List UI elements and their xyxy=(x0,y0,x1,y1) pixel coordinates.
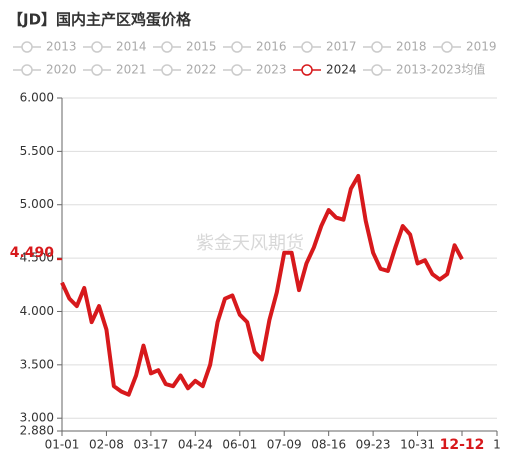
legend-label: 2013-2023均值 xyxy=(396,62,485,77)
legend-label: 2014 xyxy=(116,40,147,54)
x-tick-label: 09-23 xyxy=(356,438,391,452)
legend-label: 2020 xyxy=(46,63,77,77)
y-tick-label: 3.000 xyxy=(20,411,54,425)
legend-label: 2023 xyxy=(256,63,287,77)
series-line xyxy=(60,173,464,397)
last-value-label: 4.490 xyxy=(10,245,55,261)
x-tick-label: 07-09 xyxy=(267,438,302,452)
y-tick-label: 6.000 xyxy=(20,91,54,105)
x-tick-label: 1 xyxy=(493,438,501,452)
chart-title: 【JD】国内主产区鸡蛋价格 xyxy=(8,11,192,29)
legend-marker xyxy=(441,41,453,53)
y-tick-label: 5.000 xyxy=(20,197,54,211)
x-tick-label: 04-24 xyxy=(178,438,213,452)
legend-label: 2022 xyxy=(186,63,217,77)
y-tick-label: 2.880 xyxy=(20,424,54,438)
legend-label: 2019 xyxy=(466,40,497,54)
y-tick-label: 5.500 xyxy=(20,144,54,158)
x-tick-label: 12-12 xyxy=(440,437,485,453)
legend-label: 2016 xyxy=(256,40,287,54)
legend-marker xyxy=(161,64,173,76)
x-tick-label: 06-01 xyxy=(222,438,257,452)
legend-marker xyxy=(91,64,103,76)
legend-marker xyxy=(301,41,313,53)
x-tick-label: 10-31 xyxy=(400,438,435,452)
legend-label: 2017 xyxy=(326,40,357,54)
watermark: 紫金天风期货 xyxy=(196,233,304,254)
legend-marker xyxy=(371,64,383,76)
legend-label: 2018 xyxy=(396,40,427,54)
legend-marker xyxy=(91,41,103,53)
legend-label: 2021 xyxy=(116,63,147,77)
legend-marker xyxy=(161,41,173,53)
y-tick-label: 4.500 xyxy=(20,251,54,265)
legend-label: 2013 xyxy=(46,40,77,54)
legend-marker xyxy=(21,64,33,76)
legend-marker xyxy=(21,41,33,53)
legend-label: 2015 xyxy=(186,40,217,54)
x-tick-label: 01-01 xyxy=(45,438,80,452)
x-tick-label: 03-17 xyxy=(133,438,168,452)
x-tick-label: 02-08 xyxy=(89,438,124,452)
legend-marker xyxy=(301,64,313,76)
y-tick-label: 3.500 xyxy=(20,357,54,371)
y-tick-label: 4.000 xyxy=(20,304,54,318)
legend-label: 2024 xyxy=(326,63,357,77)
legend-marker xyxy=(371,41,383,53)
legend-marker xyxy=(231,64,243,76)
legend-marker xyxy=(231,41,243,53)
x-tick-label: 08-16 xyxy=(311,438,346,452)
